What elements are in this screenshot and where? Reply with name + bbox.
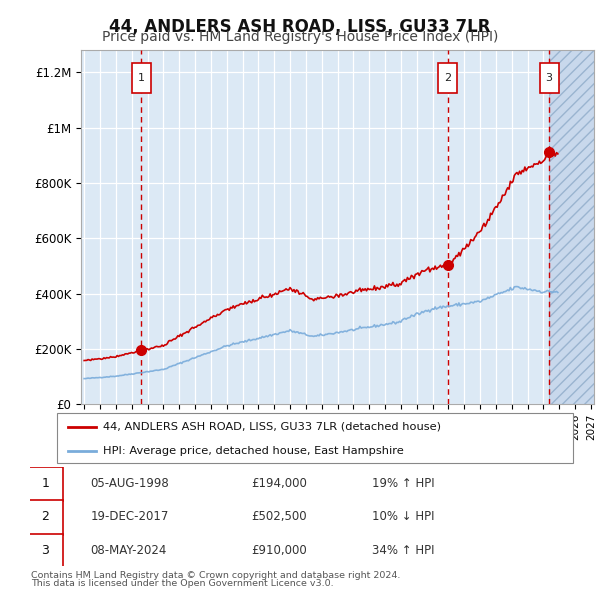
Text: 3: 3 — [545, 73, 553, 83]
Bar — [549, 50, 594, 404]
Text: 2: 2 — [444, 73, 451, 83]
Text: 19% ↑ HPI: 19% ↑ HPI — [372, 477, 435, 490]
Text: £502,500: £502,500 — [251, 510, 307, 523]
Text: 1: 1 — [137, 73, 145, 83]
Text: 19-DEC-2017: 19-DEC-2017 — [91, 510, 169, 523]
Text: £194,000: £194,000 — [251, 477, 307, 490]
Text: 05-AUG-1998: 05-AUG-1998 — [91, 477, 169, 490]
Text: 08-MAY-2024: 08-MAY-2024 — [91, 544, 167, 557]
Text: HPI: Average price, detached house, East Hampshire: HPI: Average price, detached house, East… — [103, 445, 404, 455]
Text: £910,000: £910,000 — [251, 544, 307, 557]
FancyBboxPatch shape — [57, 413, 573, 463]
Text: 2: 2 — [41, 510, 49, 523]
Text: 10% ↓ HPI: 10% ↓ HPI — [372, 510, 435, 523]
FancyBboxPatch shape — [28, 534, 62, 569]
Text: 3: 3 — [41, 544, 49, 557]
FancyBboxPatch shape — [28, 467, 62, 501]
FancyBboxPatch shape — [438, 63, 457, 93]
FancyBboxPatch shape — [131, 63, 151, 93]
FancyBboxPatch shape — [539, 63, 559, 93]
Text: 34% ↑ HPI: 34% ↑ HPI — [372, 544, 435, 557]
Text: Contains HM Land Registry data © Crown copyright and database right 2024.: Contains HM Land Registry data © Crown c… — [31, 571, 401, 579]
Text: 44, ANDLERS ASH ROAD, LISS, GU33 7LR: 44, ANDLERS ASH ROAD, LISS, GU33 7LR — [109, 18, 491, 36]
Text: This data is licensed under the Open Government Licence v3.0.: This data is licensed under the Open Gov… — [31, 579, 334, 588]
Text: 44, ANDLERS ASH ROAD, LISS, GU33 7LR (detached house): 44, ANDLERS ASH ROAD, LISS, GU33 7LR (de… — [103, 421, 442, 431]
FancyBboxPatch shape — [28, 500, 62, 535]
Text: 1: 1 — [41, 477, 49, 490]
Text: Price paid vs. HM Land Registry's House Price Index (HPI): Price paid vs. HM Land Registry's House … — [102, 30, 498, 44]
